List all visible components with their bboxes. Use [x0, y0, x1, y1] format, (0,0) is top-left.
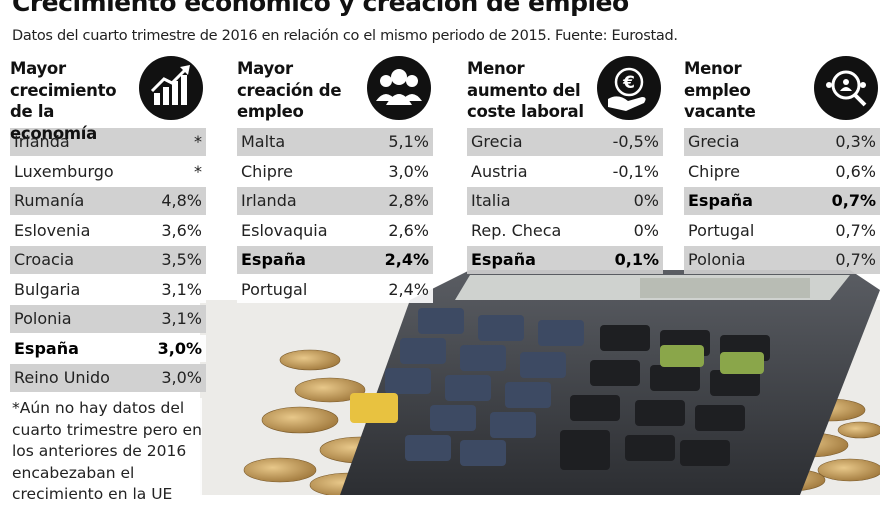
value: 3,0% [388, 161, 429, 181]
value: 2,8% [388, 191, 429, 211]
country: Portugal [688, 220, 755, 240]
table-row: Bulgaria 3,1% [10, 275, 206, 303]
country: España [14, 338, 79, 358]
value: 3,1% [161, 279, 202, 299]
table-row: España 0,7% [684, 187, 880, 215]
value: 3,0% [161, 368, 202, 388]
value: 5,1% [388, 132, 429, 152]
value: 0,7% [831, 191, 876, 211]
icon-euro: € [597, 56, 661, 120]
table-row: Irlanda 2,8% [237, 187, 433, 215]
country: Austria [471, 161, 528, 181]
country: Rep. Checa [471, 220, 562, 240]
country: Croacia [14, 250, 75, 270]
table-row: Rumanía 4,8% [10, 187, 206, 215]
table-row: España 3,0% [10, 334, 206, 362]
value: 0,1% [614, 250, 659, 270]
value: -0,1% [612, 161, 659, 181]
country: Chipre [688, 161, 740, 181]
table-row: Portugal 2,4% [237, 275, 433, 303]
table-row: Grecia -0,5% [467, 128, 663, 156]
country: Rumanía [14, 191, 85, 211]
country: Grecia [471, 132, 523, 152]
table-row: Chipre 3,0% [237, 157, 433, 185]
table: Mayor crecimiento de la economía Irlanda *… [10, 58, 206, 394]
value: 3,5% [161, 250, 202, 270]
value: 0,6% [835, 161, 876, 181]
value: -0,5% [612, 132, 659, 152]
value: * [194, 132, 202, 152]
table: Mayor creación de empleo Malta 5,1% Chipre 3… [237, 58, 433, 305]
icon-growth [139, 56, 203, 120]
country: Portugal [241, 279, 308, 299]
country: Irlanda [241, 191, 297, 211]
table-heading: Menor empleo vacante [684, 59, 756, 121]
value: * [194, 161, 202, 181]
table-heading: Menor aumento del coste laboral [467, 59, 584, 121]
country: Bulgaria [14, 279, 81, 299]
value: 0,7% [835, 220, 876, 240]
table-row: Chipre 0,6% [684, 157, 880, 185]
country: Malta [241, 132, 286, 152]
table-row: Irlanda * [10, 128, 206, 156]
table: Menor empleo vacante Grecia 0,3% Chipre 0,6%… [684, 58, 880, 276]
country: Polonia [688, 250, 746, 270]
country: Irlanda [14, 132, 70, 152]
country: Polonia [14, 309, 72, 329]
country: Eslovenia [14, 220, 91, 240]
icon-search [814, 56, 878, 120]
table-row: Rep. Checa 0% [467, 216, 663, 244]
table-row: Austria -0,1% [467, 157, 663, 185]
table-row: Eslovaquia 2,6% [237, 216, 433, 244]
icon-people [367, 56, 431, 120]
footnote: *Aún no hay datos del cuarto trimestre p… [12, 398, 202, 506]
table-row: España 0,1% [467, 246, 663, 274]
table-row: Luxemburgo * [10, 157, 206, 185]
title: Crecimiento económico y creación de empl… [12, 0, 629, 17]
country: Grecia [688, 132, 740, 152]
country: Luxemburgo [14, 161, 114, 181]
table-row: Polonia 0,7% [684, 246, 880, 274]
table-heading: Mayor crecimiento de la economía [10, 59, 117, 143]
table-row: Croacia 3,5% [10, 246, 206, 274]
value: 3,6% [161, 220, 202, 240]
table-row: Grecia 0,3% [684, 128, 880, 156]
table-heading: Mayor creación de empleo [237, 59, 342, 121]
table-row: Eslovenia 3,6% [10, 216, 206, 244]
country: Chipre [241, 161, 293, 181]
value: 0% [633, 191, 659, 211]
country: España [471, 250, 536, 270]
country: España [241, 250, 306, 270]
table-row: Polonia 3,1% [10, 305, 206, 333]
table: Menor aumento del coste laboral Grecia -0,… [467, 58, 663, 276]
table-row: Malta 5,1% [237, 128, 433, 156]
subtitle: Datos del cuarto trimestre de 2016 en re… [12, 28, 678, 44]
table-row: Portugal 0,7% [684, 216, 880, 244]
country: Italia [471, 191, 511, 211]
page: Crecimiento económico y creación de empl… [10, 0, 880, 503]
value: 0% [633, 220, 659, 240]
value: 0,3% [835, 132, 876, 152]
country: España [688, 191, 753, 211]
background-photo [200, 270, 880, 495]
country: Eslovaquia [241, 220, 328, 240]
value: 2,4% [384, 250, 429, 270]
value: 3,1% [161, 309, 202, 329]
value: 0,7% [835, 250, 876, 270]
svg-text:€: € [622, 73, 635, 93]
value: 2,4% [388, 279, 429, 299]
country: Reino Unido [14, 368, 110, 388]
value: 3,0% [157, 338, 202, 358]
table-row: España 2,4% [237, 246, 433, 274]
value: 4,8% [161, 191, 202, 211]
value: 2,6% [388, 220, 429, 240]
table-row: Reino Unido 3,0% [10, 364, 206, 392]
table-row: Italia 0% [467, 187, 663, 215]
